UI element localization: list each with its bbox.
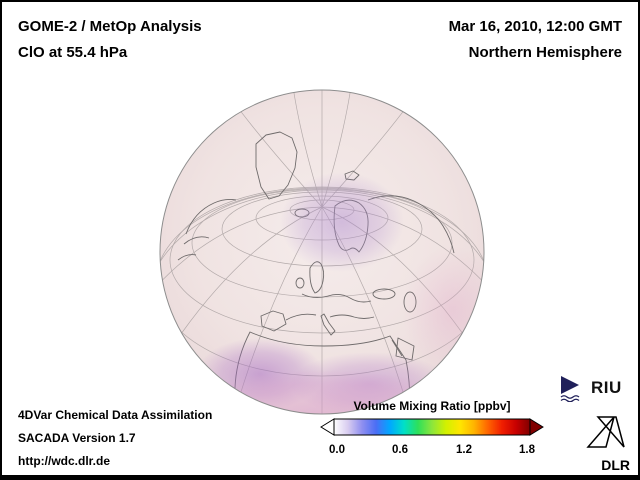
globe-map — [159, 89, 485, 415]
colorbar-tick: 0.6 — [392, 444, 408, 456]
dlr-wing-icon — [586, 416, 615, 448]
colorbar-title: Volume Mixing Ratio [ppbv] — [353, 399, 511, 413]
dlr-logo: DLR — [580, 414, 630, 473]
dlr-logo-mark — [586, 416, 625, 448]
url-label: http://wdc.dlr.de — [18, 454, 110, 468]
colorbar-tick: 0.0 — [329, 444, 345, 456]
assimilation-label: 4DVar Chemical Data Assimilation — [18, 408, 213, 422]
dlr-logo-text: DLR — [601, 457, 630, 473]
colorbar-ticks: 0.0 0.6 1.2 1.8 — [320, 444, 544, 458]
dlr-wing-icon — [596, 416, 625, 448]
riu-wave-icon — [560, 395, 580, 399]
riu-wave-icon — [560, 398, 580, 402]
species-level-label: ClO at 55.4 hPa — [18, 44, 128, 61]
riu-logo-text: RIU — [591, 378, 622, 397]
colorbar-right-arrow — [529, 418, 544, 436]
version-label: SACADA Version 1.7 — [18, 431, 136, 445]
globe-outline — [159, 89, 485, 415]
analysis-title: GOME-2 / MetOp Analysis — [18, 18, 202, 35]
footer-credits: 4DVar Chemical Data Assimilation SACADA … — [18, 404, 212, 473]
header-right: Mar 16, 2010, 12:00 GMT Northern Hemisph… — [449, 14, 622, 66]
colorbar-left-arrow — [320, 418, 335, 436]
colorbar-gradient-bar — [320, 418, 544, 436]
colorbar-body — [333, 418, 531, 436]
riu-triangle-icon — [561, 376, 579, 394]
header-left: GOME-2 / MetOp Analysis ClO at 55.4 hPa — [18, 14, 202, 66]
riu-logo: RIU — [558, 374, 622, 402]
colorbar-tick: 1.8 — [519, 444, 535, 456]
colorbar: Volume Mixing Ratio [ppbv] 0.0 0.6 1.2 1… — [320, 399, 544, 458]
datetime-label: Mar 16, 2010, 12:00 GMT — [448, 18, 622, 35]
riu-logo-mark — [560, 376, 580, 402]
region-label: Northern Hemisphere — [468, 44, 622, 61]
colorbar-tick: 1.2 — [456, 444, 472, 456]
